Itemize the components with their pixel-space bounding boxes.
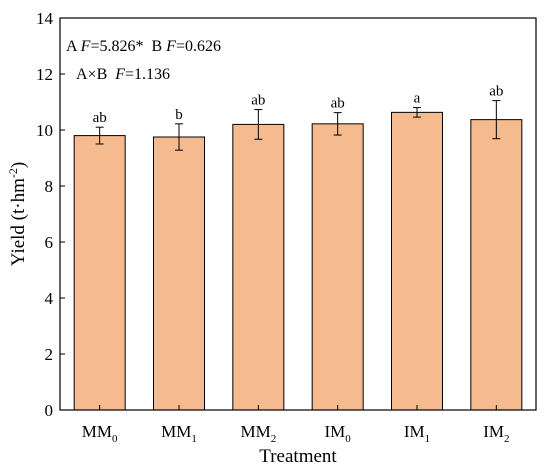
bar <box>73 135 126 411</box>
anova-ab-var: F <box>114 66 125 83</box>
anova-a-var: F <box>80 38 91 55</box>
anova-annotation-line-2: A×B F=1.136 <box>76 66 170 83</box>
significance-letter: a <box>414 91 421 107</box>
x-tick-label: IM2 <box>483 422 509 445</box>
x-axis-title: Treatment <box>259 446 337 467</box>
anova-b-prefix: B <box>143 38 166 55</box>
x-tick-label: MM0 <box>82 422 118 445</box>
bar <box>232 123 285 411</box>
significance-letters-layer: ab b ab ab a ab <box>93 84 504 127</box>
error-bars-layer <box>95 100 501 151</box>
y-tick-label: 4 <box>45 289 54 308</box>
plot-frame <box>59 17 537 411</box>
y-axis-title-close: ) <box>8 162 29 168</box>
x-tick-label: MM2 <box>240 422 276 445</box>
x-tick-label: IM0 <box>325 422 352 445</box>
significance-letter: ab <box>331 96 345 112</box>
bar <box>153 136 205 411</box>
anova-a-value: =5.826* <box>90 38 143 55</box>
significance-letter: ab <box>93 110 107 126</box>
significance-letter: b <box>175 107 183 123</box>
x-tick-label: IM1 <box>404 422 430 445</box>
y-axis-title-main: Yield (t·hm <box>8 178 29 266</box>
y-axis-title-superscript: -2 <box>6 168 20 178</box>
y-tick-label: 2 <box>45 345 54 364</box>
bar <box>311 123 364 411</box>
y-axis-title: Yield (t·hm-2) <box>6 162 29 266</box>
bars-layer <box>73 111 523 411</box>
significance-letter: ab <box>251 93 265 109</box>
y-tick-label: 14 <box>36 9 54 28</box>
y-tick-label: 12 <box>36 65 53 84</box>
y-tick-label: 8 <box>45 177 54 196</box>
y-tick-label: 6 <box>45 233 54 252</box>
y-tick-label: 10 <box>36 121 53 140</box>
x-tick-label: MM1 <box>161 422 197 445</box>
anova-a-prefix: A <box>66 38 81 55</box>
y-axis: 0 2 4 6 8 10 12 14 <box>36 9 65 420</box>
anova-ab-value: =1.136 <box>125 66 170 83</box>
anova-b-var: F <box>165 38 176 55</box>
y-tick-label: 0 <box>45 401 54 420</box>
anova-ab-prefix: A×B <box>76 66 115 83</box>
anova-b-value: =0.626 <box>176 38 221 55</box>
x-axis: MM0 MM1 MM2 IM0 IM1 IM2 <box>82 405 509 445</box>
significance-letter: ab <box>489 84 503 100</box>
anova-annotation-line-1: A F=5.826* B F=0.626 <box>66 38 221 55</box>
bar <box>470 119 523 411</box>
bar <box>391 111 443 411</box>
